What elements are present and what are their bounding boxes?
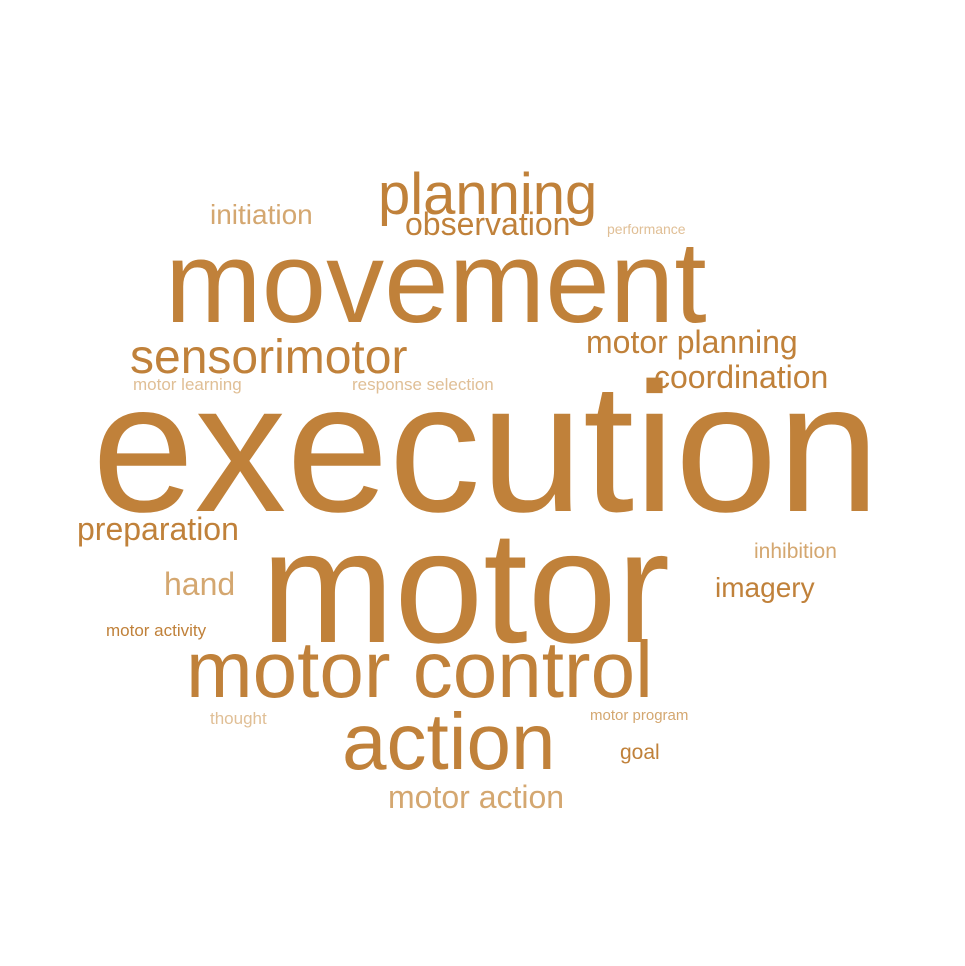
word-performance: performance [607, 221, 686, 237]
word-action: action [342, 697, 556, 786]
word-motor-action: motor action [388, 779, 565, 815]
word-initiation: initiation [210, 199, 313, 230]
word-coordination: coordination [654, 359, 829, 395]
word-motor-learning: motor learning [133, 375, 242, 394]
word-preparation: preparation [77, 511, 239, 547]
word-sensorimotor: sensorimotor [130, 331, 408, 384]
word-imagery: imagery [715, 572, 815, 603]
word-hand: hand [164, 566, 236, 602]
word-execution: execution [92, 344, 880, 550]
word-motor-planning: motor planning [586, 324, 798, 360]
word-motor-program: motor program [590, 707, 689, 724]
word-planning: planning [378, 162, 598, 227]
word-motor-control: motor control [186, 625, 653, 714]
word-motor: motor [261, 497, 670, 676]
word-response-selection: response selection [352, 375, 494, 394]
word-thought: thought [210, 709, 267, 728]
word-movement: movement [165, 217, 707, 347]
word-goal: goal [620, 741, 660, 764]
word-motor-activity: motor activity [106, 621, 207, 640]
word-inhibition: inhibition [754, 540, 837, 563]
word-observation: observation [405, 206, 571, 242]
